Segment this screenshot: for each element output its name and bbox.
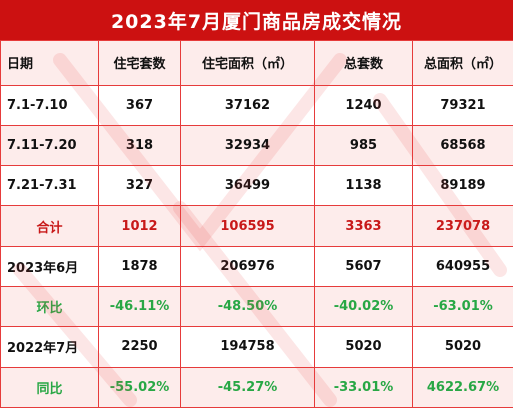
mom-row: 环比 -46.11% -48.50% -40.02% -63.01% — [0, 286, 513, 328]
cell: 5020 — [314, 326, 413, 368]
row-label: 2022年7月 — [0, 326, 99, 368]
cell: -40.02% — [314, 286, 413, 328]
cell: 5607 — [314, 245, 413, 288]
cell: 2250 — [98, 326, 181, 368]
cell: 1012 — [98, 205, 181, 247]
table-row: 7.11-7.20 318 32934 985 68568 — [0, 124, 513, 167]
table-row: 2023年6月 1878 206976 5607 640955 — [0, 245, 513, 288]
header-total-units: 总套数 — [314, 40, 413, 86]
cell: -33.01% — [314, 366, 413, 408]
cell: -55.02% — [98, 366, 181, 408]
cell: 1138 — [314, 165, 413, 207]
cell: 206976 — [180, 245, 315, 288]
header-residential-units: 住宅套数 — [98, 40, 181, 86]
cell: 37162 — [180, 84, 315, 126]
cell: -48.50% — [180, 286, 315, 328]
table-row: 2022年7月 2250 194758 5020 5020 — [0, 326, 513, 368]
row-label: 环比 — [0, 286, 99, 328]
transactions-table: 日期 住宅套数 住宅面积（㎡） 总套数 总面积（㎡） 7.1-7.10 367 … — [0, 40, 513, 408]
cell: 367 — [98, 84, 181, 126]
yoy-row: 同比 -55.02% -45.27% -33.01% 4622.67% — [0, 366, 513, 408]
cell: 3363 — [314, 205, 413, 247]
cell: -46.11% — [98, 286, 181, 328]
cell: 237078 — [412, 205, 513, 247]
cell: 985 — [314, 124, 413, 167]
cell: 1240 — [314, 84, 413, 126]
cell: 32934 — [180, 124, 315, 167]
cell: 5020 — [412, 326, 513, 368]
header-total-area: 总面积（㎡） — [412, 40, 513, 86]
cell: -45.27% — [180, 366, 315, 408]
cell: 4622.67% — [412, 366, 513, 408]
cell: 640955 — [412, 245, 513, 288]
cell: -63.01% — [412, 286, 513, 328]
cell: 89189 — [412, 165, 513, 207]
cell: 36499 — [180, 165, 315, 207]
row-label: 合计 — [0, 205, 99, 247]
row-label: 2023年6月 — [0, 245, 99, 288]
total-row: 合计 1012 106595 3363 237078 — [0, 205, 513, 247]
cell: 68568 — [412, 124, 513, 167]
row-label: 7.1-7.10 — [0, 84, 99, 126]
row-label: 7.11-7.20 — [0, 124, 99, 167]
header-date: 日期 — [0, 40, 99, 86]
cell: 79321 — [412, 84, 513, 126]
row-label: 同比 — [0, 366, 99, 408]
cell: 1878 — [98, 245, 181, 288]
table-row: 7.21-7.31 327 36499 1138 89189 — [0, 165, 513, 207]
table-row: 7.1-7.10 367 37162 1240 79321 — [0, 84, 513, 126]
cell: 106595 — [180, 205, 315, 247]
cell: 327 — [98, 165, 181, 207]
row-label: 7.21-7.31 — [0, 165, 99, 207]
page-title: 2023年7月厦门商品房成交情况 — [0, 0, 513, 40]
cell: 318 — [98, 124, 181, 167]
cell: 194758 — [180, 326, 315, 368]
header-residential-area: 住宅面积（㎡） — [180, 40, 315, 86]
header-row: 日期 住宅套数 住宅面积（㎡） 总套数 总面积（㎡） — [0, 40, 513, 86]
